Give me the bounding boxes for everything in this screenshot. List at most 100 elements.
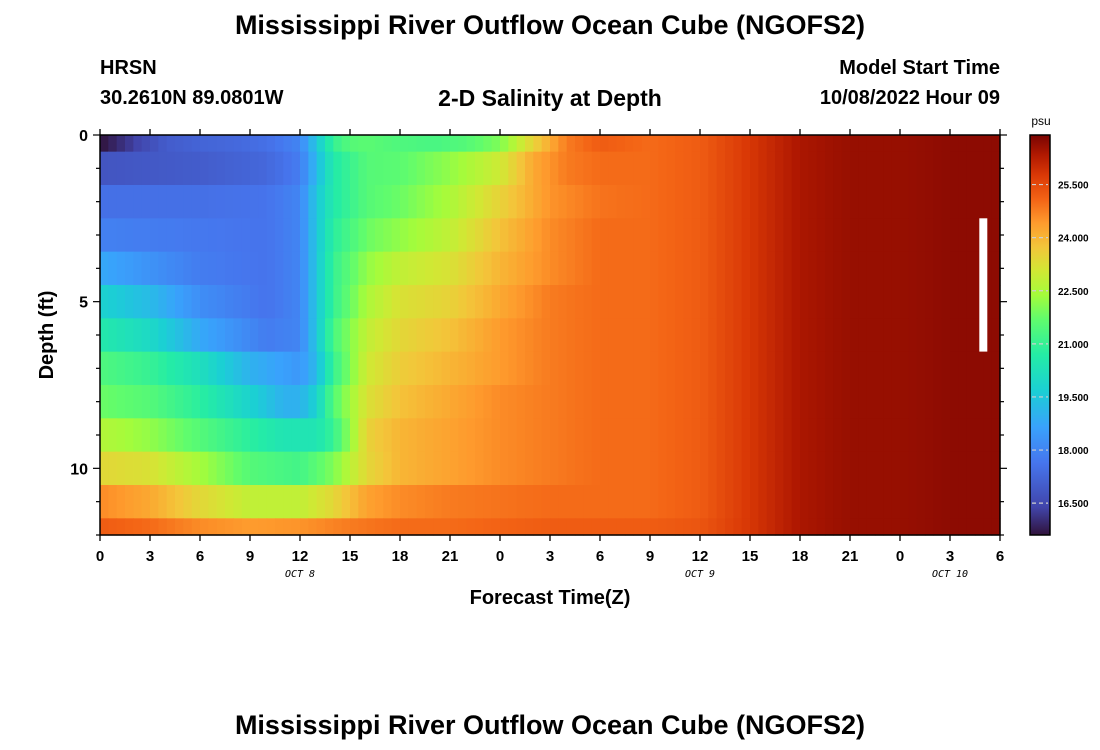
heatmap-cell	[391, 518, 401, 536]
heatmap-cell	[225, 135, 234, 153]
heatmap-cell	[683, 251, 693, 286]
heatmap-cell	[416, 135, 426, 153]
heatmap-cell	[600, 385, 609, 419]
heatmap-cell	[383, 485, 393, 519]
heatmap-cell	[250, 418, 259, 453]
heatmap-cell	[558, 185, 568, 219]
heatmap-cell	[341, 451, 351, 486]
heatmap-cell	[516, 351, 526, 386]
heatmap-cell	[375, 185, 384, 219]
x-tick-label: 3	[946, 548, 954, 565]
heatmap-cell	[475, 151, 484, 186]
heatmap-cell	[375, 151, 384, 186]
heatmap-cell	[541, 418, 551, 453]
heatmap-cell	[966, 385, 976, 419]
heatmap-cell	[258, 151, 268, 186]
heatmap-cell	[808, 485, 818, 519]
heatmap-cell	[791, 451, 801, 486]
heatmap-cell	[858, 351, 868, 386]
heatmap-cell	[683, 285, 693, 319]
heatmap-cell	[458, 518, 468, 536]
heatmap-cell	[633, 485, 643, 519]
x-tick-label: 12	[692, 548, 709, 565]
date-label: OCT 8	[284, 569, 316, 580]
heatmap-cell	[616, 185, 626, 219]
heatmap-cell	[875, 318, 884, 353]
heatmap-cell	[691, 251, 701, 286]
heatmap-cell	[575, 418, 584, 453]
heatmap-cell	[575, 451, 584, 486]
heatmap-cell	[400, 251, 409, 286]
heatmap-cell	[458, 418, 468, 453]
heatmap-cell	[466, 418, 476, 453]
heatmap-cell	[941, 185, 951, 219]
heatmap-cell	[308, 351, 318, 386]
heatmap-cell	[125, 285, 134, 319]
colorbar-tick-label: 25.500	[1058, 181, 1089, 192]
heatmap-cell	[958, 151, 968, 186]
heatmap-cell	[550, 351, 559, 386]
heatmap-cell	[658, 518, 668, 536]
heatmap-cell	[641, 385, 651, 419]
heatmap-cell	[733, 285, 743, 319]
heatmap-cell	[516, 485, 526, 519]
heatmap-cell	[625, 285, 634, 319]
heatmap-cell	[241, 251, 251, 286]
heatmap-cell	[800, 185, 809, 219]
heatmap-cell	[758, 318, 768, 353]
heatmap-cell	[916, 385, 926, 419]
heatmap-cell	[316, 418, 326, 453]
heatmap-cell	[116, 285, 126, 319]
heatmap-cell	[325, 151, 334, 186]
heatmap-cell	[900, 285, 909, 319]
heatmap-cell	[283, 218, 293, 253]
heatmap-cell	[391, 251, 401, 286]
heatmap-cell	[900, 451, 909, 486]
heatmap-cell	[216, 218, 226, 253]
heatmap-cell	[916, 185, 926, 219]
heatmap-cell	[875, 518, 884, 536]
heatmap-cell	[650, 151, 659, 186]
heatmap-cell	[700, 385, 709, 419]
heatmap-cell	[925, 451, 934, 486]
heatmap-cell	[675, 518, 684, 536]
heatmap-cell	[508, 185, 518, 219]
heatmap-cell	[116, 135, 126, 153]
heatmap-cell	[275, 318, 284, 353]
heatmap-cell	[775, 185, 784, 219]
heatmap-cell	[891, 518, 901, 536]
heatmap-cell	[933, 351, 943, 386]
heatmap-cell	[325, 451, 334, 486]
heatmap-cell	[266, 185, 276, 219]
heatmap-cell	[841, 135, 851, 153]
heatmap-cell	[641, 185, 651, 219]
heatmap-cell	[650, 285, 659, 319]
heatmap-cell	[266, 251, 276, 286]
heatmap-cell	[233, 451, 243, 486]
heatmap-cell	[358, 251, 368, 286]
heatmap-cell	[675, 485, 684, 519]
heatmap-cell	[883, 218, 893, 253]
heatmap-cell	[683, 451, 693, 486]
heatmap-cell	[858, 285, 868, 319]
heatmap-cell	[483, 518, 493, 536]
heatmap-cell	[575, 351, 584, 386]
heatmap-cell	[433, 451, 443, 486]
heatmap-cell	[783, 285, 793, 319]
heatmap-cell	[600, 285, 609, 319]
heatmap-cell	[933, 185, 943, 219]
heatmap-cell	[900, 518, 909, 536]
heatmap-cell	[291, 451, 301, 486]
heatmap-cell	[783, 251, 793, 286]
heatmap-cell	[883, 385, 893, 419]
heatmap-cell	[566, 385, 576, 419]
heatmap-cell	[941, 135, 951, 153]
heatmap-cell	[291, 351, 301, 386]
heatmap-cell	[883, 418, 893, 453]
heatmap-cell	[516, 135, 526, 153]
heatmap-cell	[291, 251, 301, 286]
heatmap-cell	[808, 285, 818, 319]
heatmap-cell	[933, 151, 943, 186]
y-tick-label: 0	[79, 128, 88, 145]
heatmap-cell	[883, 185, 893, 219]
